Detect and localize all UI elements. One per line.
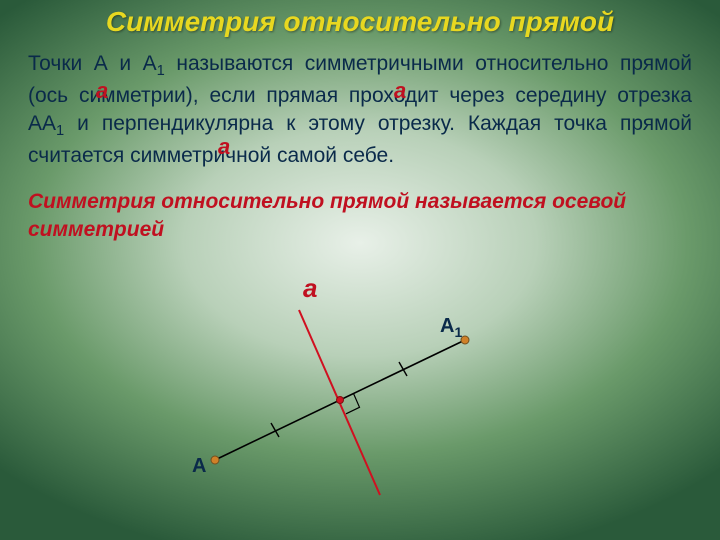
label-axis: а bbox=[303, 273, 317, 304]
diagram-svg bbox=[0, 0, 720, 540]
midpoint bbox=[337, 397, 344, 404]
point-a bbox=[211, 456, 219, 464]
slide: Симметрия относительно прямой Точки А и … bbox=[0, 0, 720, 540]
label-a1-sub: 1 bbox=[454, 324, 462, 340]
label-point-a1: А1 bbox=[440, 315, 462, 340]
label-a1-text: А bbox=[440, 315, 454, 337]
label-point-a: А bbox=[192, 455, 206, 478]
